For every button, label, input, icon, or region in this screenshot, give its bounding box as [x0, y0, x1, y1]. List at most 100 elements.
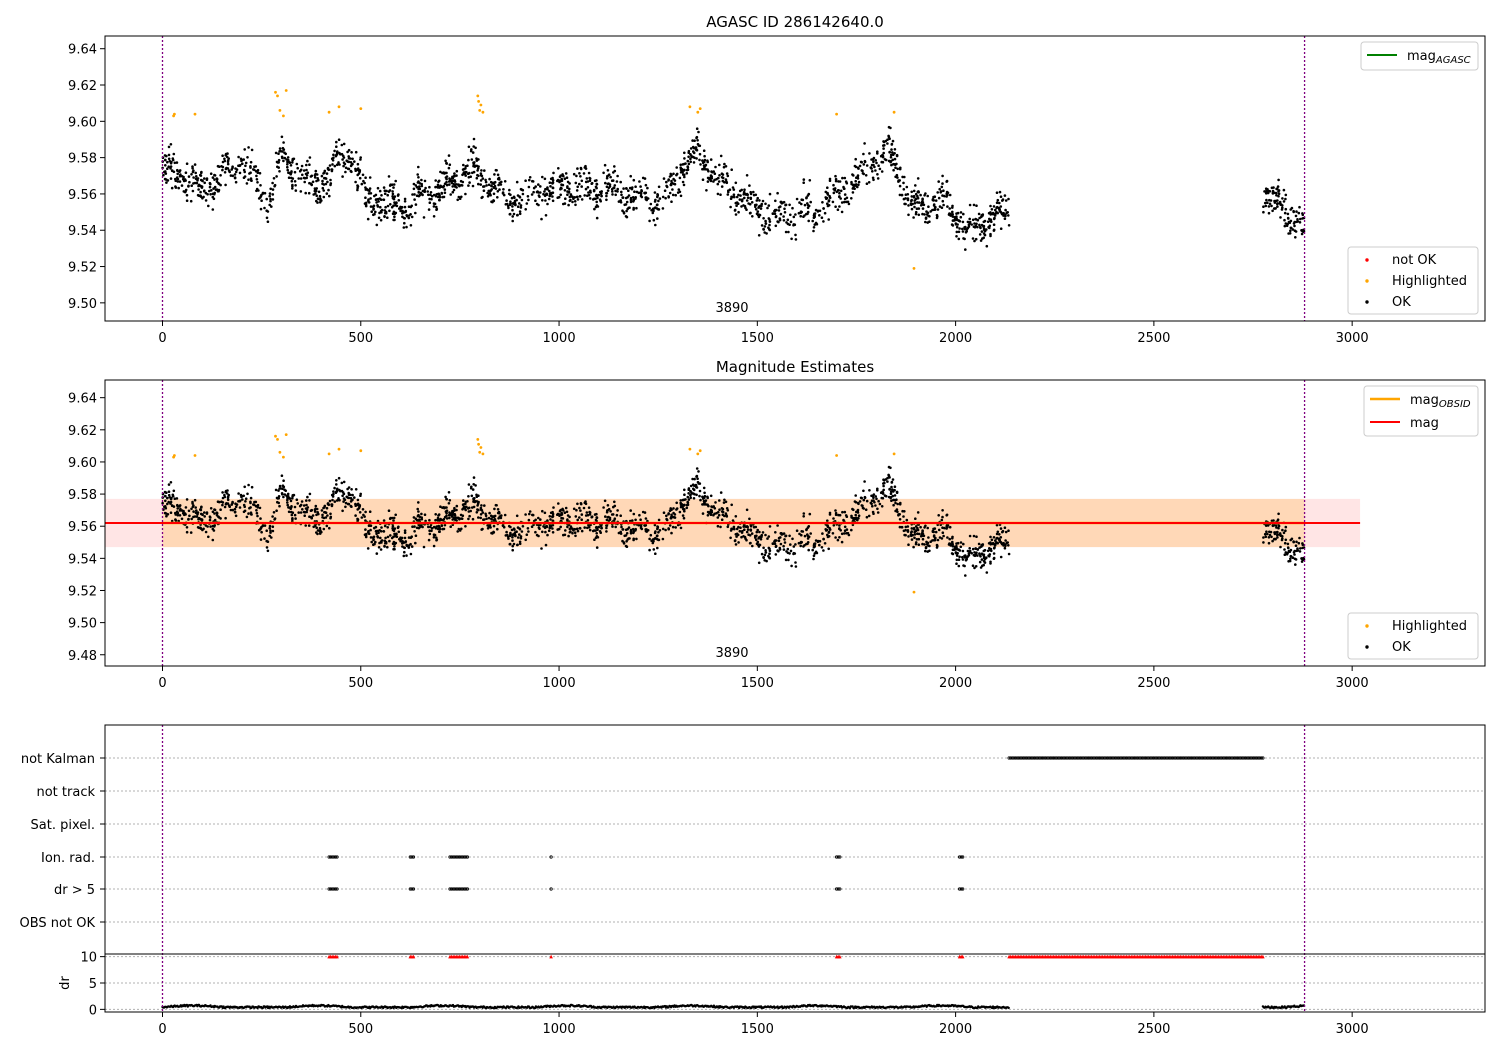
- ok-point: [216, 500, 220, 504]
- ok-point: [275, 160, 279, 164]
- ok-point: [961, 555, 964, 559]
- ok-point: [221, 154, 224, 157]
- ok-point: [335, 488, 339, 492]
- ok-point: [1299, 217, 1302, 221]
- ok-point: [740, 535, 743, 539]
- flag-marker: [1194, 756, 1198, 760]
- ok-point: [629, 200, 633, 204]
- ok-point: [524, 513, 527, 516]
- ok-point: [360, 182, 364, 186]
- ok-point: [667, 527, 670, 530]
- ok-point: [306, 506, 310, 509]
- ok-point: [238, 500, 242, 503]
- ok-point: [921, 207, 925, 210]
- flag-marker: [462, 855, 466, 859]
- flag-marker: [1077, 756, 1081, 760]
- ok-point: [259, 184, 262, 187]
- ok-point: [718, 163, 721, 167]
- ok-point: [564, 172, 568, 175]
- highlighted-points: [172, 433, 916, 594]
- ok-point: [226, 162, 230, 166]
- ok-point: [551, 527, 554, 530]
- ok-point: [946, 536, 949, 539]
- ok-point: [480, 196, 484, 200]
- ok-point: [350, 488, 353, 491]
- flag-marker: [1182, 756, 1186, 760]
- ok-point: [905, 185, 909, 189]
- ok-point: [961, 220, 965, 224]
- ok-point: [889, 490, 893, 493]
- ok-point: [417, 501, 420, 504]
- ok-point: [612, 186, 616, 190]
- ok-point: [857, 183, 860, 187]
- ok-point: [809, 200, 812, 204]
- ok-point: [301, 173, 304, 177]
- ok-point: [989, 547, 993, 551]
- ok-point: [325, 524, 329, 528]
- ok-point: [280, 492, 284, 495]
- ok-point: [291, 511, 295, 514]
- ok-point: [271, 198, 275, 201]
- ok-point: [745, 525, 749, 528]
- ok-point: [689, 484, 693, 488]
- ok-point: [462, 506, 465, 510]
- ok-point: [940, 518, 944, 522]
- ok-point: [257, 528, 261, 532]
- ok-point: [872, 178, 875, 182]
- flag-marker: [462, 887, 466, 891]
- ok-point: [783, 211, 787, 214]
- ok-point: [445, 514, 448, 518]
- ok-point: [363, 181, 366, 185]
- ok-point: [372, 204, 376, 208]
- ok-point: [976, 548, 980, 551]
- ok-point: [1291, 228, 1295, 231]
- ok-point: [623, 534, 626, 538]
- ok-point: [166, 513, 170, 516]
- ok-point: [259, 517, 262, 520]
- flag-marker: [449, 855, 454, 859]
- ok-point: [721, 173, 725, 176]
- ok-point: [178, 170, 181, 173]
- ok-point: [480, 174, 484, 178]
- ok-point: [300, 500, 304, 503]
- ok-point: [784, 230, 788, 234]
- ok-point: [613, 504, 617, 508]
- ok-point: [902, 515, 905, 518]
- ok-point: [458, 529, 462, 532]
- ok-point: [655, 537, 659, 541]
- ok-point: [979, 555, 982, 558]
- flag-marker: [333, 887, 337, 891]
- ok-point: [544, 530, 547, 534]
- ok-point: [1002, 544, 1005, 547]
- ok-point: [621, 528, 624, 531]
- ok-point: [169, 481, 173, 484]
- ok-point: [755, 199, 759, 202]
- ok-point: [508, 542, 512, 546]
- ok-point: [1287, 217, 1290, 220]
- ok-point: [329, 515, 333, 519]
- ok-point: [970, 223, 973, 226]
- ok-point: [996, 211, 999, 215]
- ok-point: [743, 196, 746, 200]
- flag-marker: [408, 887, 412, 891]
- ok-point: [854, 157, 857, 161]
- ok-point: [958, 555, 961, 559]
- ok-point: [231, 174, 235, 178]
- ok-point: [249, 501, 252, 505]
- ok-point: [628, 186, 632, 190]
- ok-point: [356, 168, 360, 172]
- flag-marker: [1234, 756, 1238, 760]
- ok-point: [460, 195, 463, 199]
- flag-marker: [411, 855, 416, 859]
- ok-point: [654, 223, 657, 227]
- ok-point: [225, 166, 228, 170]
- ok-point: [924, 220, 927, 224]
- ok-point: [438, 526, 441, 529]
- flag-marker: [1083, 756, 1087, 760]
- ok-point: [382, 198, 386, 202]
- ok-point: [670, 179, 673, 183]
- ok-point: [712, 505, 715, 508]
- ok-point: [571, 527, 574, 531]
- ok-point: [597, 193, 601, 197]
- ok-point: [196, 177, 200, 180]
